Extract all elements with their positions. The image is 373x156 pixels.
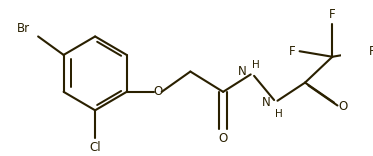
Text: N: N [238, 65, 247, 78]
Text: F: F [329, 8, 336, 21]
Text: F: F [369, 45, 373, 58]
Text: Cl: Cl [89, 141, 101, 154]
Text: O: O [153, 85, 162, 98]
Text: H: H [275, 109, 283, 119]
Text: H: H [252, 60, 260, 70]
Text: N: N [262, 96, 271, 109]
Text: O: O [338, 100, 348, 113]
Text: O: O [219, 132, 228, 145]
Text: Br: Br [16, 22, 29, 35]
Text: F: F [289, 45, 295, 58]
